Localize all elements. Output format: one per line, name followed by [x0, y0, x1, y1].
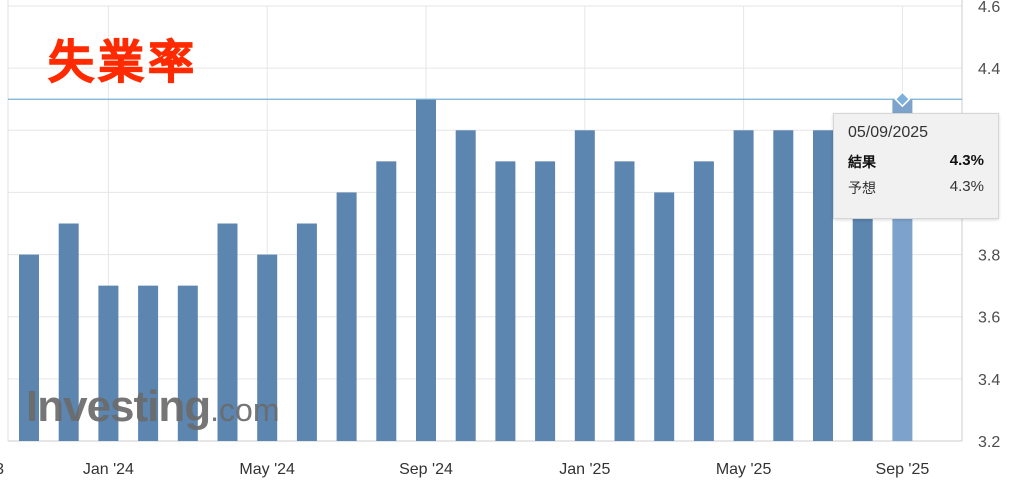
bar-jul-24: [336, 192, 357, 441]
bar-feb-25: [614, 161, 635, 441]
y-tick-label: 3.8: [978, 248, 1000, 265]
x-tick-label: 3: [0, 461, 4, 478]
x-tick-label: Sep '25: [876, 461, 930, 478]
tooltip-actual-row: 結果 4.3%: [848, 152, 984, 172]
bar-may-25: [733, 130, 754, 442]
tooltip-actual-value: 4.3%: [949, 152, 984, 169]
bar-dec-23: [58, 223, 79, 441]
x-tick-label: Jan '24: [83, 461, 134, 478]
x-tick-label: Sep '24: [399, 461, 453, 478]
bar-jun-24: [296, 223, 317, 441]
bar-mar-25: [654, 192, 675, 441]
data-tooltip: 05/09/2025 結果 4.3% 予想 4.3%: [833, 113, 999, 219]
bar-apr-25: [693, 161, 714, 441]
bar-jan-24: [98, 285, 119, 441]
bar-nov-23: [19, 254, 39, 441]
bar-mar-24: [177, 285, 198, 441]
y-tick-label: 3.6: [978, 310, 1000, 327]
bar-aug-24: [376, 161, 397, 441]
x-tick-label: May '25: [716, 461, 772, 478]
tooltip-forecast-label: 予想: [848, 181, 876, 197]
bar-apr-24: [217, 223, 238, 441]
bar-feb-24: [138, 285, 159, 441]
bar-oct-24: [455, 130, 476, 442]
bar-jan-25: [574, 130, 595, 442]
y-tick-label: 4.6: [978, 0, 1000, 16]
x-tick-label: May '24: [239, 461, 295, 478]
tooltip-actual-label: 結果: [848, 155, 876, 171]
bar-sep-24: [416, 99, 436, 441]
chart-title: 失業率: [48, 35, 198, 90]
tooltip-forecast-value: 4.3%: [949, 178, 984, 195]
watermark-domain: .com: [210, 392, 280, 428]
y-tick-label: 3.2: [978, 434, 1000, 451]
bar-nov-24: [495, 161, 516, 441]
tooltip-date: 05/09/2025: [848, 124, 929, 141]
bar-jun-25: [773, 130, 794, 442]
watermark-brand: Investing: [26, 382, 211, 431]
bar-jul-25: [813, 130, 833, 442]
tooltip-forecast-row: 予想 4.3%: [848, 178, 984, 198]
bar-may-24: [257, 254, 278, 441]
highlight-marker: [894, 91, 911, 108]
x-tick-label: Jan '25: [559, 461, 610, 478]
y-tick-label: 3.4: [978, 372, 1000, 389]
investing-watermark: Investing.com: [26, 382, 280, 432]
y-tick-label: 4.4: [978, 61, 1000, 78]
bar-dec-24: [535, 161, 556, 441]
